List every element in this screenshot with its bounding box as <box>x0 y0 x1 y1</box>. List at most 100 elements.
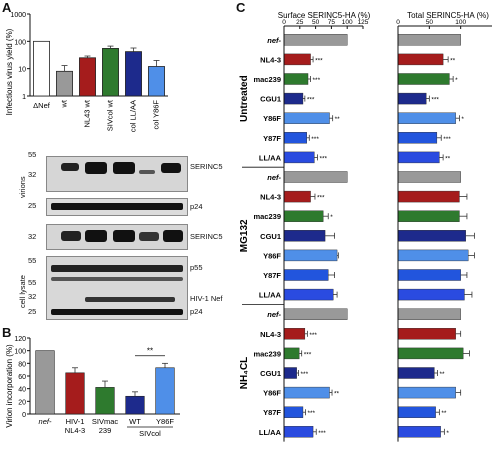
x-tick-label: 125 <box>358 19 369 26</box>
panel-a-ylabel: Infectious virus yield (%) <box>5 28 14 115</box>
significance-label: ** <box>439 371 445 378</box>
mw-label: 32 <box>28 292 37 301</box>
group-label: Untreated <box>239 75 250 122</box>
bar <box>35 350 55 415</box>
row-label: NL4-3 <box>260 55 281 64</box>
y-tick-label: 1 <box>22 94 26 101</box>
blot-lysate-serinc5 <box>46 224 188 250</box>
group-label: MG132 <box>239 219 250 252</box>
x-tick-label: 50 <box>426 19 434 26</box>
significance-label: *** <box>318 430 326 437</box>
total-bar <box>397 92 427 105</box>
panel-a-bar-chart: Infectious virus yield (%) 1000 100 10 1 ΔN… <box>5 12 168 132</box>
y-tick-label: 100 <box>14 349 26 356</box>
bar <box>79 57 96 97</box>
cell-lysate-label: cell lysate <box>18 275 27 308</box>
mw-label: 55 <box>28 278 37 287</box>
total-bar <box>397 269 461 281</box>
group-label: SIVcol <box>139 429 161 438</box>
row-label: mac239 <box>253 75 281 84</box>
panel-a-xlabels: ΔNef wt NL43 wt SIVcol wt col LL/AA col Y86F <box>33 99 160 132</box>
significance-label: *** <box>307 97 315 104</box>
surface-bar <box>283 328 306 340</box>
panel-b-axis: 0 20 40 60 80 100 120 <box>14 336 180 419</box>
surface-bar <box>283 73 309 85</box>
x-category-label: NL43 wt <box>83 99 92 127</box>
surface-bar <box>283 190 311 203</box>
total-bar <box>397 288 465 301</box>
x-category-label: SIVcol wt <box>106 99 115 131</box>
significance-label: *** <box>309 332 317 339</box>
significance-label: *** <box>301 371 309 378</box>
surface-title: Surface SERINC5-HA (%) <box>278 11 371 20</box>
x-category-label: col Y86F <box>152 100 161 130</box>
significance-label: * <box>461 116 464 123</box>
panel-c-horizontal-bar-chart: Surface SERINC5-HA (%) Total SERINC5-HA … <box>239 11 492 442</box>
significance-label: * <box>455 77 458 84</box>
bar <box>56 70 73 97</box>
total-bar <box>397 406 436 418</box>
panel-b-bar-chart: Virion incorporation (%) 0 20 40 60 80 100 120… <box>5 336 180 438</box>
total-bar <box>397 190 460 203</box>
x-category-label: Y86F <box>156 417 174 426</box>
mw-label: 32 <box>28 170 37 179</box>
surface-bar <box>283 112 330 124</box>
surface-bar <box>283 34 348 46</box>
significance-label: *** <box>304 351 312 358</box>
significance-label: ** <box>335 116 341 123</box>
y-tick-label: 1000 <box>10 12 26 19</box>
significance-label: *** <box>317 195 325 202</box>
row-label: CGU1 <box>260 95 281 104</box>
surface-bar <box>283 92 304 105</box>
x-category-label: wt <box>60 99 69 108</box>
bar <box>65 372 85 415</box>
surface-bar <box>283 230 326 242</box>
row-label: NL4-3 <box>260 330 281 339</box>
y-tick-label: 0 <box>22 412 26 419</box>
panel-b-ylabel: Virion incorporation (%) <box>5 344 14 428</box>
total-bar <box>397 249 469 262</box>
significance-label: *** <box>315 57 323 64</box>
blot-lysate-p55-nef-p24 <box>46 256 188 320</box>
x-tick-label: 50 <box>312 19 320 26</box>
significance-label: ** <box>147 347 153 356</box>
band-label-nef: HIV-1 Nef <box>190 294 223 303</box>
x-category-sublabel: NL4-3 <box>65 426 85 435</box>
significance-label: *** <box>319 155 327 162</box>
x-category-label: WT <box>129 417 141 426</box>
surface-bar <box>283 249 338 262</box>
row-label: Y86F <box>263 389 281 398</box>
total-bar <box>397 171 461 183</box>
total-bar <box>397 230 466 242</box>
band-label-serinc5: SERINC5 <box>190 232 223 241</box>
x-category-label: col LL/AA <box>129 100 138 132</box>
row-label: Y87F <box>263 271 281 280</box>
significance-label: *** <box>431 97 439 104</box>
y-tick-label: 10 <box>18 67 26 74</box>
y-tick-label: 20 <box>18 399 26 406</box>
total-bar <box>397 34 461 46</box>
band-label-p24: p24 <box>190 202 203 211</box>
y-tick-label: 40 <box>18 387 26 394</box>
bar <box>95 387 115 415</box>
row-label: NL4-3 <box>260 193 281 202</box>
bar <box>102 48 119 97</box>
panel-b-bars: ** <box>35 347 175 415</box>
band-label-p24: p24 <box>190 307 203 316</box>
total-bar <box>397 112 456 124</box>
significance-label: *** <box>307 410 315 417</box>
total-bar <box>397 53 444 66</box>
total-title: Total SERINC5-HA (%) <box>407 11 489 20</box>
x-category-label: HIV-1 <box>66 417 85 426</box>
surface-bar <box>283 53 311 66</box>
y-tick-label: 80 <box>18 361 26 368</box>
panel-a-axis: 1000 100 10 1 <box>10 12 168 101</box>
panel-a-bars <box>33 40 165 97</box>
x-category-label: nef- <box>39 417 52 426</box>
surface-bar <box>283 269 329 281</box>
row-label: nef- <box>267 173 281 182</box>
surface-bar <box>283 347 300 360</box>
row-label: Y87F <box>263 134 281 143</box>
total-bar <box>397 386 456 399</box>
